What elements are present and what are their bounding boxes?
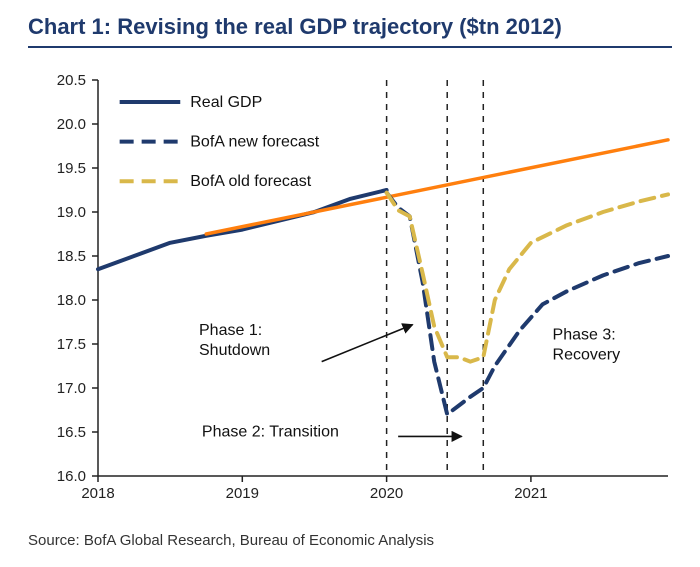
- svg-text:17.5: 17.5: [57, 336, 86, 353]
- svg-text:2019: 2019: [226, 485, 259, 502]
- svg-text:19.5: 19.5: [57, 160, 86, 177]
- svg-text:19.0: 19.0: [57, 204, 86, 221]
- svg-text:Phase 1:: Phase 1:: [199, 322, 262, 339]
- svg-text:18.0: 18.0: [57, 292, 86, 309]
- svg-text:17.0: 17.0: [57, 380, 86, 397]
- svg-text:18.5: 18.5: [57, 248, 86, 265]
- svg-text:16.5: 16.5: [57, 424, 86, 441]
- svg-text:BofA old forecast: BofA old forecast: [190, 173, 312, 190]
- chart-container: Chart 1: Revising the real GDP trajector…: [0, 0, 700, 567]
- svg-text:Real GDP: Real GDP: [190, 94, 262, 111]
- chart-svg: 16.0 16.5 17.0 17.5 18.0 18.5 19.0 19.5 20.0 20.5…: [40, 70, 680, 510]
- svg-text:Phase 3:: Phase 3:: [553, 327, 616, 344]
- svg-text:2021: 2021: [514, 485, 547, 502]
- svg-text:2018: 2018: [81, 485, 114, 502]
- chart-title: Chart 1: Revising the real GDP trajector…: [28, 14, 562, 40]
- svg-text:20.0: 20.0: [57, 116, 86, 133]
- plot-area: 16.0 16.5 17.0 17.5 18.0 18.5 19.0 19.5 20.0 20.5…: [40, 70, 680, 510]
- chart-source: Source: BofA Global Research, Bureau of …: [28, 532, 434, 549]
- svg-text:Recovery: Recovery: [553, 347, 621, 364]
- svg-text:16.0: 16.0: [57, 468, 86, 485]
- svg-text:Phase 2: Transition: Phase 2: Transition: [202, 423, 339, 440]
- title-underline: [28, 46, 672, 48]
- svg-text:2020: 2020: [370, 485, 403, 502]
- svg-text:20.5: 20.5: [57, 72, 86, 89]
- svg-text:BofA new forecast: BofA new forecast: [190, 134, 320, 151]
- svg-text:Shutdown: Shutdown: [199, 342, 270, 359]
